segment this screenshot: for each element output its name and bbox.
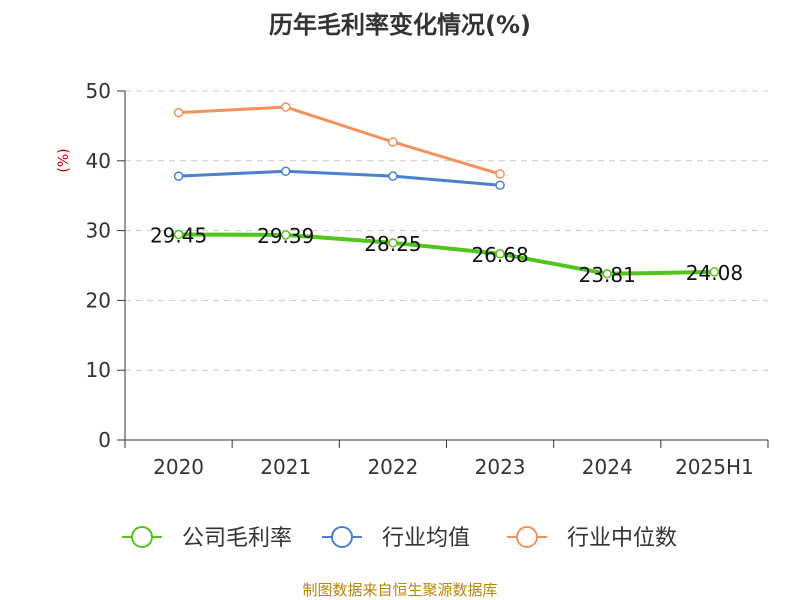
data-point [709,267,720,277]
data-point [388,137,398,147]
legend: 公司毛利率 行业均值 行业中位数 [122,526,677,551]
legend-label: 行业均值 [382,526,470,551]
data-point [281,166,291,177]
legend-item[interactable]: 行业中位数 [507,526,677,551]
series-1 [173,229,720,279]
legend-label: 公司毛利率 [182,526,292,551]
data-label: 29.39 [257,224,314,248]
legend-item[interactable]: 行业均值 [322,526,470,551]
data-label: 24.08 [686,261,743,285]
data-point [173,171,184,181]
series-3 [173,102,505,179]
data-point [495,249,505,259]
series-2 [173,166,505,190]
data-point [602,269,612,279]
data-label: 29.45 [150,223,207,247]
legend-item[interactable]: 公司毛利率 [122,526,292,551]
data-point [281,230,291,240]
data-label: 28.25 [364,232,421,256]
chart-title: 历年毛利率变化情况(%) [269,11,531,39]
y-axis-label: (%) [56,148,72,172]
x-tick-label: 2023 [475,455,526,479]
y-tick-label: 20 [86,288,111,312]
legend-marker [131,526,153,548]
series-line [178,169,501,187]
legend-label: 行业中位数 [567,526,677,551]
data-labels: 29.45 29.39 28.25 26.68 23.81 24.08 [150,223,743,286]
legend-marker [516,526,538,548]
data-point [388,238,398,248]
data-point [173,107,184,118]
data-point [281,102,291,112]
y-tick-label: 10 [86,358,111,382]
data-point [495,169,505,179]
y-tick-label: 0 [98,428,111,452]
x-tick-label: 2025H1 [675,455,754,479]
series-line [178,105,501,176]
x-tick-label: 2024 [582,455,633,479]
y-tick-label: 50 [86,79,111,103]
x-tick-label: 2022 [367,455,418,479]
legend-marker [331,526,353,548]
series-line [178,232,715,276]
data-point [388,171,398,181]
data-point [495,180,505,190]
y-tick-label: 30 [86,219,111,243]
axes: 0 10 20 30 40 50 2020 2021 2022 2023 2024 2025H1 [86,79,769,479]
source-note: 制图数据来自恒生聚源数据库 [302,581,497,599]
data-point [173,229,184,240]
y-tick-label: 40 [86,149,111,173]
data-label: 23.81 [579,263,636,287]
series-group [173,102,720,279]
grid-lines [125,90,768,371]
data-label: 26.68 [471,243,528,267]
x-tick-label: 2020 [153,455,204,479]
x-tick-label: 2021 [260,455,311,479]
